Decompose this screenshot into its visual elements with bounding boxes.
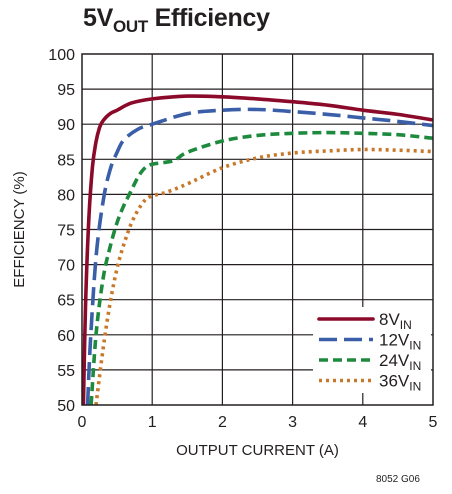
legend-label-8vin: 8VIN xyxy=(379,310,412,332)
title-tail: Efficiency xyxy=(147,4,270,32)
legend-label-12vin: 12VIN xyxy=(379,331,421,353)
figure-id: 8052 G06 xyxy=(376,474,420,485)
series-line-36vin xyxy=(94,147,433,405)
legend-background xyxy=(313,307,431,393)
y-tick-label: 55 xyxy=(57,363,75,380)
x-tick-label: 2 xyxy=(218,414,227,431)
y-tick-label: 60 xyxy=(57,328,75,345)
y-tick-label: 65 xyxy=(57,293,75,310)
x-tick-label: 5 xyxy=(429,414,438,431)
plot-frame xyxy=(81,53,434,406)
title-subscript: OUT xyxy=(112,17,148,36)
y-tick-label: 75 xyxy=(57,223,75,240)
chart-title: 5VOUT Efficiency xyxy=(83,4,270,36)
y-tick-label: 80 xyxy=(57,187,75,204)
y-tick-label: 90 xyxy=(57,117,75,134)
x-axis-label: OUTPUT CURRENT (A) xyxy=(176,442,339,459)
y-tick-label: 70 xyxy=(57,258,75,275)
x-tick-label: 1 xyxy=(148,414,157,431)
title-main: 5V xyxy=(83,4,113,32)
legend-label-main: 36V xyxy=(379,372,410,391)
x-tick-label: 4 xyxy=(358,414,367,431)
y-axis-label: EFFICIENCY (%) xyxy=(11,171,28,287)
y-tick-label: 100 xyxy=(48,47,75,64)
y-tick-label: 85 xyxy=(57,152,75,169)
legend-label-subscript: IN xyxy=(409,359,421,373)
y-tick-label: 50 xyxy=(57,398,75,415)
legend-label-main: 12V xyxy=(379,331,410,350)
legend-label-24vin: 24VIN xyxy=(379,351,421,373)
legend-label-36vin: 36VIN xyxy=(379,372,421,394)
legend-label-main: 24V xyxy=(379,351,410,370)
series-line-8vin xyxy=(82,94,433,405)
legend-label-subscript: IN xyxy=(400,318,412,332)
legend-label-subscript: IN xyxy=(409,339,421,353)
legend-label-subscript: IN xyxy=(409,380,421,394)
series-line-12vin xyxy=(85,107,433,405)
series-lines xyxy=(82,94,433,405)
x-tick-label: 0 xyxy=(78,414,87,431)
x-tick-label: 3 xyxy=(288,414,297,431)
y-tick-label: 95 xyxy=(57,82,75,99)
legend-label-main: 8V xyxy=(379,310,400,329)
series-line-24vin xyxy=(89,130,433,405)
